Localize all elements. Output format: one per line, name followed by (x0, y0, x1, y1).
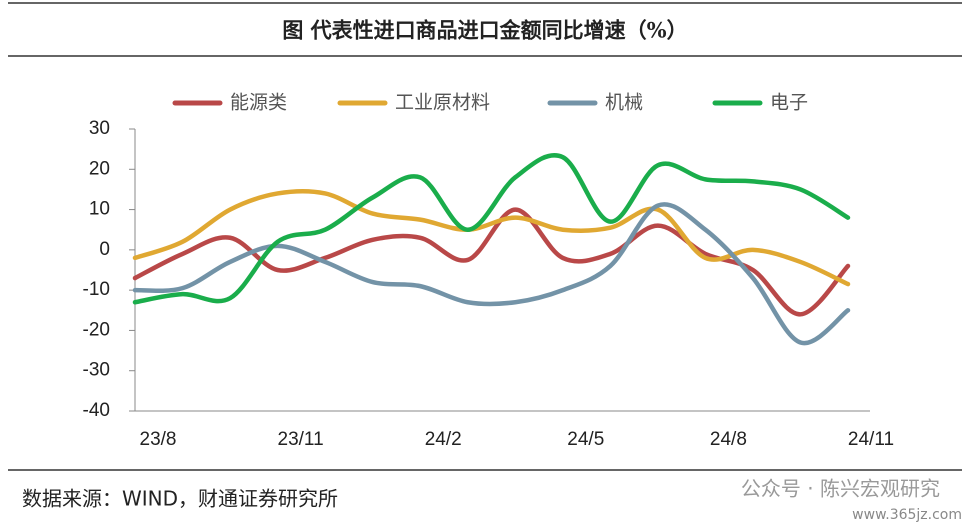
source: 数据来源：WIND，财通证券研究所 (22, 487, 338, 511)
series-line (132, 202, 851, 346)
y-tick-label: -40 (83, 400, 110, 421)
y-tick-label: 0 (99, 239, 110, 260)
legend-label: 能源类 (230, 92, 287, 114)
series-line (132, 153, 851, 305)
x-tick-label: 24/2 (425, 429, 462, 450)
y-tick-label: -20 (83, 319, 110, 340)
legend-label: 电子 (770, 92, 808, 114)
x-tick-label: 23/11 (278, 429, 324, 450)
y-tick-label: 20 (89, 158, 110, 179)
y-tick-label: 10 (89, 199, 110, 220)
chart-title: 图 代表性进口商品进口金额同比增速（%） (282, 18, 687, 43)
legend-label: 机械 (605, 92, 643, 114)
y-tick-label: 30 (89, 118, 110, 139)
watermark-url: www.365jz.com (852, 507, 962, 523)
x-tick-label: 23/8 (140, 429, 177, 450)
watermark: 公众号 · 陈兴宏观研究 (741, 477, 940, 501)
x-tick-label: 24/5 (567, 429, 604, 450)
x-tick-label: 24/8 (710, 429, 747, 450)
y-tick-label: -30 (83, 360, 110, 381)
y-tick-label: -10 (83, 279, 110, 300)
series-line (132, 188, 851, 287)
legend-label: 工业原材料 (395, 92, 490, 114)
x-tick-label: 24/11 (848, 429, 894, 450)
